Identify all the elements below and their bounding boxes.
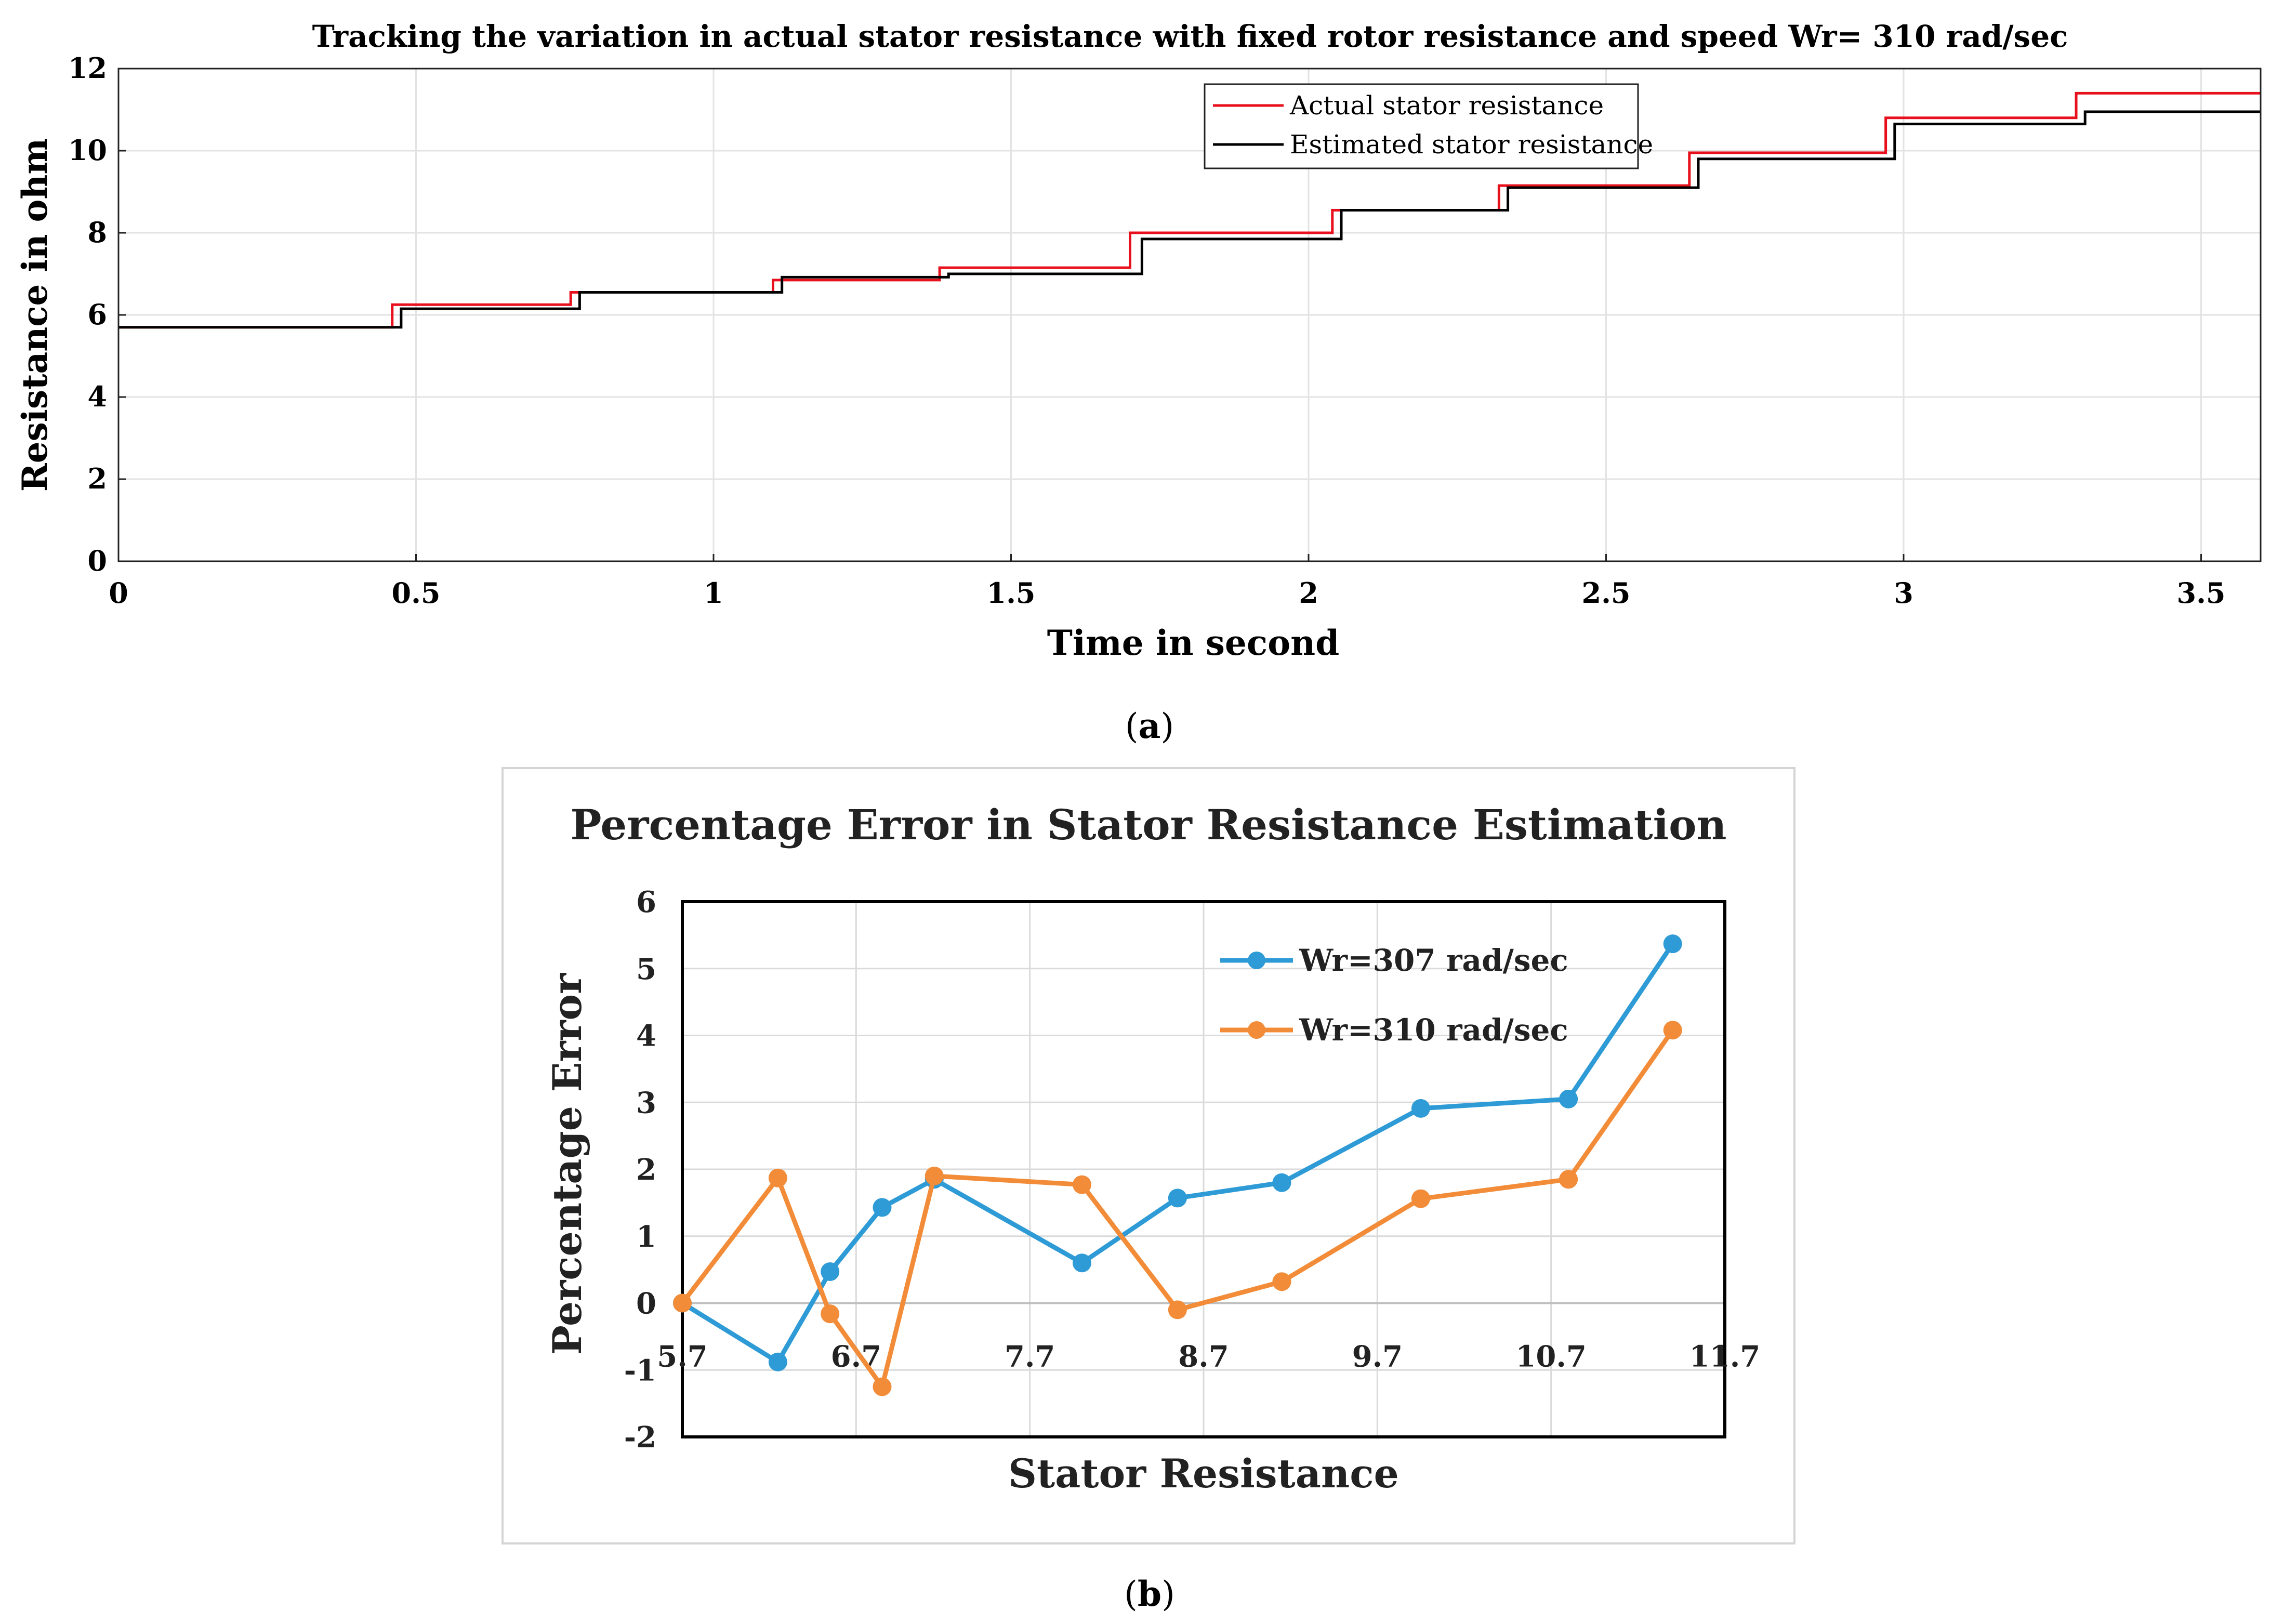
chart-b-point-307 xyxy=(1663,934,1682,954)
chart-a-x-tick-label: 0 xyxy=(109,576,128,610)
chart-b-point-307 xyxy=(821,1262,840,1281)
chart-b-legend-marker-307 xyxy=(1248,952,1265,969)
chart-b-y-tick-label: 1 xyxy=(636,1220,656,1254)
chart-b-y-axis-label: Percentage Error xyxy=(544,973,590,1355)
chart-a-y-tick-label: 2 xyxy=(87,462,107,495)
chart-b-point-310 xyxy=(768,1168,787,1187)
chart-b-point-310 xyxy=(1559,1170,1578,1189)
chart-a-legend-label-estimated: Estimated stator resistance xyxy=(1290,129,1653,160)
chart-b-point-307 xyxy=(873,1198,892,1217)
chart-b-caption: (b) xyxy=(1124,1574,1175,1614)
chart-a-legend-label-actual: Actual stator resistance xyxy=(1289,90,1604,121)
chart-b-outer-frame xyxy=(501,767,1795,1544)
chart-a-x-tick-label: 0.5 xyxy=(392,576,441,610)
chart-b-caption-letter: b xyxy=(1138,1574,1161,1614)
chart-b-x-tick-label: 7.7 xyxy=(1005,1340,1055,1374)
chart-b-percentage-error: Percentage Error in Stator Resistance Es… xyxy=(501,767,1795,1614)
chart-b-y-tick-label: -2 xyxy=(624,1420,656,1455)
chart-a-plot-frame xyxy=(117,68,2262,562)
chart-b-point-310 xyxy=(925,1166,944,1185)
chart-b-legend-label-307: Wr=307 rad/sec xyxy=(1299,943,1568,978)
chart-a-gridlines xyxy=(118,69,2261,561)
chart-b-x-tick-label: 5.7 xyxy=(657,1340,707,1374)
chart-b-y-tick-label: 6 xyxy=(636,885,656,919)
chart-b-legend: Wr=307 rad/sec Wr=310 rad/sec xyxy=(1220,943,1568,1048)
chart-b-point-307 xyxy=(1072,1253,1091,1273)
chart-b-x-tick-label: 8.7 xyxy=(1178,1340,1229,1374)
chart-b-point-307 xyxy=(1411,1099,1430,1118)
chart-a-y-tick-label: 12 xyxy=(68,51,107,85)
chart-b-point-310 xyxy=(1663,1021,1682,1040)
chart-b-point-307 xyxy=(1272,1173,1291,1192)
chart-b-y-tick-label: 5 xyxy=(636,952,656,986)
chart-b-legend-label-310: Wr=310 rad/sec xyxy=(1299,1012,1568,1048)
chart-a-caption-letter: a xyxy=(1139,706,1161,746)
chart-b-x-tick-label: 10.7 xyxy=(1515,1340,1586,1374)
chart-a-x-tick-label: 1.5 xyxy=(987,576,1036,610)
chart-b-point-310 xyxy=(1411,1189,1430,1208)
chart-a-series-line-actual xyxy=(118,91,2261,329)
chart-b-point-310 xyxy=(673,1293,692,1313)
chart-a-y-axis-label: Resistance in ohm xyxy=(15,138,55,492)
chart-a-title: Tracking the variation in actual stator … xyxy=(312,19,2068,54)
chart-b-x-tick-label: 11.7 xyxy=(1689,1340,1760,1374)
chart-b-point-310 xyxy=(821,1304,840,1324)
chart-b-point-307 xyxy=(768,1352,787,1371)
chart-a-x-tick-label: 3 xyxy=(1894,576,1913,610)
chart-b-x-axis-label: Stator Resistance xyxy=(1008,1450,1399,1497)
chart-b-point-310 xyxy=(1272,1272,1291,1291)
chart-a-tracking: Tracking the variation in actual stator … xyxy=(15,19,2262,746)
chart-b-x-tick-label: 6.7 xyxy=(831,1340,881,1374)
chart-b-x-tick-label: 9.7 xyxy=(1352,1340,1403,1374)
chart-b-legend-marker-310 xyxy=(1248,1021,1265,1039)
chart-b-ticks: 5.7 6.7 7.7 8.7 9.7 10.7 11.7 -2 -1 0 1 2 3 4 5 6 xyxy=(624,885,1760,1455)
chart-a-series xyxy=(118,91,2261,329)
chart-a-series-line-estimated xyxy=(118,110,2261,329)
chart-a-x-tick-label: 3.5 xyxy=(2177,576,2226,610)
chart-b-point-307 xyxy=(1559,1089,1578,1108)
chart-a-x-tick-label: 1 xyxy=(704,576,723,610)
chart-a-y-tick-label: 6 xyxy=(87,298,107,331)
chart-a-legend: Actual stator resistance Estimated stato… xyxy=(1204,83,1653,169)
chart-b-point-307 xyxy=(1168,1189,1187,1208)
chart-a-y-tick-label: 10 xyxy=(68,134,107,167)
chart-b-plot-frame xyxy=(681,900,1726,1438)
chart-b-series xyxy=(673,934,1682,1396)
chart-a-legend-box xyxy=(1204,83,1639,169)
chart-b-point-310 xyxy=(873,1377,892,1396)
chart-a-ticks: 0 0.5 1 1.5 2 2.5 3 3.5 0 2 4 6 8 10 12 xyxy=(68,51,2226,610)
chart-b-y-tick-label: -1 xyxy=(624,1353,656,1388)
chart-b-point-310 xyxy=(1168,1300,1187,1319)
chart-b-y-tick-label: 4 xyxy=(636,1019,656,1053)
chart-b-title: Percentage Error in Stator Resistance Es… xyxy=(570,800,1726,849)
chart-b-y-tick-label: 3 xyxy=(636,1086,656,1120)
chart-a-x-tick-label: 2 xyxy=(1299,576,1318,610)
chart-a-y-tick-label: 4 xyxy=(87,380,107,413)
chart-a-x-axis-label: Time in second xyxy=(1047,623,1340,663)
chart-a-caption: (a) xyxy=(1125,706,1174,746)
chart-b-y-tick-label: 0 xyxy=(636,1287,656,1321)
chart-b-point-310 xyxy=(1072,1175,1091,1194)
chart-a-y-tick-label: 8 xyxy=(87,216,107,249)
chart-a-x-tick-label: 2.5 xyxy=(1582,576,1631,610)
chart-b-y-tick-label: 2 xyxy=(636,1153,656,1187)
chart-a-y-tick-label: 0 xyxy=(87,544,107,577)
